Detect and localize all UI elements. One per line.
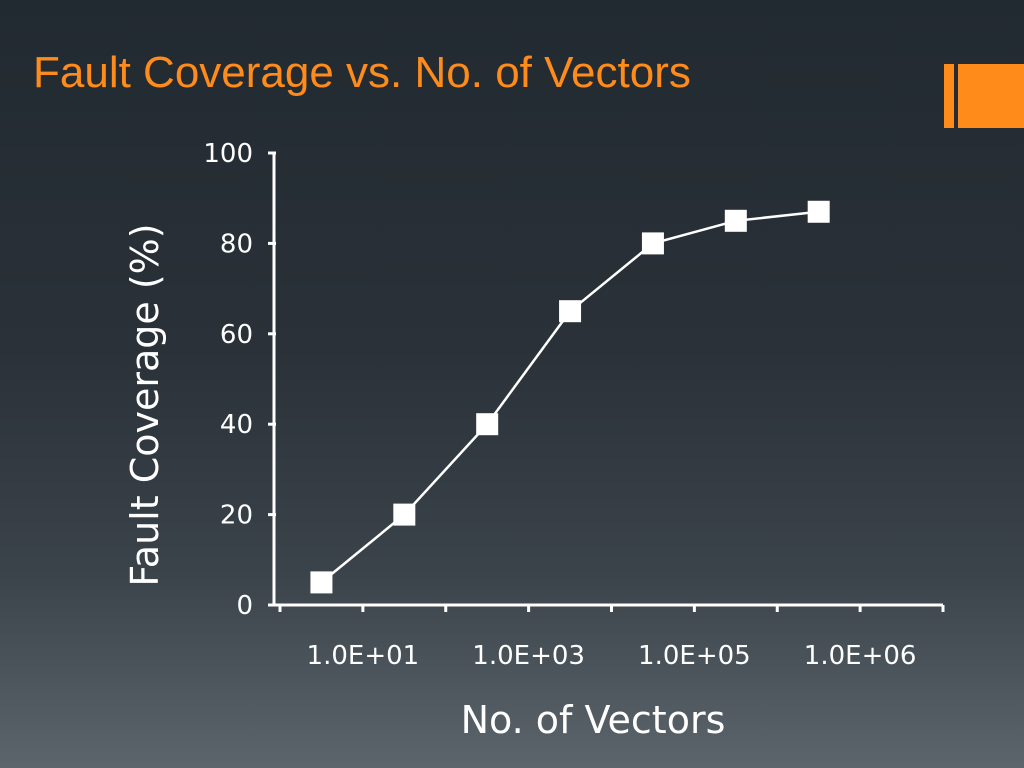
x-tick-label: 1.0E+06 <box>804 641 917 671</box>
y-tick-label: 0 <box>236 591 253 621</box>
x-axis-ticks: 1.0E+01 1.0E+03 1.0E+05 1.0E+06 <box>278 605 945 671</box>
x-tick-label: 1.0E+03 <box>472 641 585 671</box>
chart-axes <box>272 153 943 607</box>
orange-bars-decoration <box>944 64 1024 128</box>
x-axis-label: No. of Vectors <box>461 698 726 742</box>
y-tick-label: 80 <box>220 229 253 259</box>
x-tick-label: 1.0E+01 <box>307 641 420 671</box>
orange-thick-bar <box>958 64 1024 128</box>
series-layer <box>310 200 830 594</box>
data-point-marker <box>641 232 664 255</box>
y-tick-label: 40 <box>220 410 253 440</box>
slide-title: Fault Coverage vs. No. of Vectors <box>33 48 691 97</box>
x-tick-label: 1.0E+05 <box>638 641 751 671</box>
series-line <box>320 210 819 584</box>
data-point-marker <box>724 209 747 232</box>
y-tick-label: 20 <box>220 501 253 531</box>
data-point-marker <box>807 200 830 223</box>
data-point-marker <box>559 300 582 323</box>
y-tick-label: 100 <box>203 139 253 169</box>
data-point-marker <box>393 503 416 526</box>
y-axis-ticks: 0 20 40 60 80 100 <box>203 139 276 621</box>
y-axis-label: Fault Coverage (%) <box>123 223 167 586</box>
data-point-marker <box>476 413 499 436</box>
orange-thin-bar <box>944 64 954 128</box>
y-tick-label: 60 <box>220 320 253 350</box>
data-point-marker <box>310 571 333 594</box>
